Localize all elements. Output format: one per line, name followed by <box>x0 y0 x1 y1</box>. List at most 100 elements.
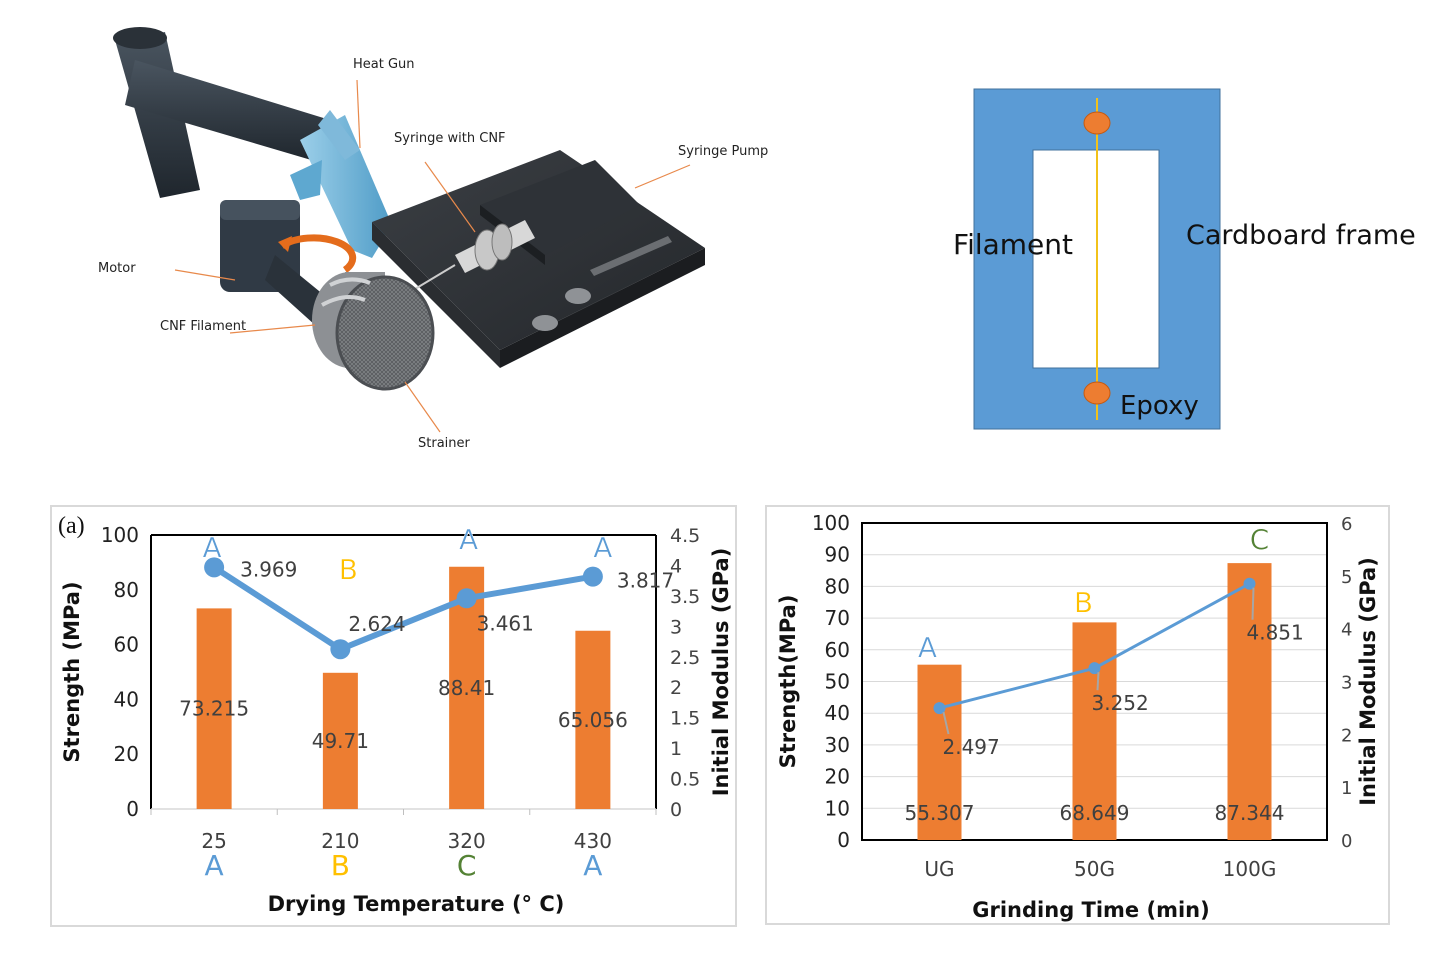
y-tick-label: 40 <box>114 687 139 711</box>
apparatus-drawing: Heat Gun Syringe with CNF Syringe Pump M… <box>98 27 768 451</box>
y-tick-label: 50 <box>825 670 850 694</box>
x-category-label: 100G <box>1223 857 1277 881</box>
frame-diagram: Filament Cardboard frame Epoxy <box>940 80 1420 440</box>
epoxy-label: Epoxy <box>1120 391 1199 421</box>
epoxy-top <box>1083 111 1111 135</box>
modulus-point <box>456 588 477 609</box>
syringe <box>409 220 535 293</box>
significance-letter: C <box>1250 523 1270 556</box>
chart-a: 0 20 40 60 80 100 0 0.5 1 1.5 2 2.5 3 3.5 4 4.5 73.215 49… <box>60 523 733 916</box>
y2-tick-label: 2 <box>670 677 682 699</box>
y2-tick-label: 2 <box>1341 725 1352 746</box>
modulus-point <box>933 702 946 715</box>
frame-drawing: Filament Cardboard frame Epoxy <box>953 88 1416 430</box>
epoxy-bottom <box>1083 381 1111 405</box>
y2-tick-label: 3 <box>670 616 682 638</box>
y-tick-label: 90 <box>825 543 850 567</box>
leader-line <box>942 711 950 735</box>
y2-tick-label: 4 <box>1341 620 1352 641</box>
y-tick-label: 100 <box>101 523 139 547</box>
y-tick-label: 70 <box>825 606 850 630</box>
y2-tick-label: 0 <box>670 799 682 821</box>
motor-label: Motor <box>98 261 136 276</box>
cnf-filament-label: CNF Filament <box>160 319 246 334</box>
heat-gun-label: Heat Gun <box>353 57 415 72</box>
line-value-label: 2.497 <box>943 735 1000 759</box>
y2-tick-label: 1.5 <box>670 708 700 730</box>
modulus-point <box>582 566 603 587</box>
panel-label: (a) <box>58 513 85 539</box>
x-axis-title: Grinding Time (min) <box>972 898 1209 922</box>
chart-a-panel: (a) 0 20 40 60 80 100 0 0.5 1 1.5 2 2.5 3 3.5 4 4.5 73.2… <box>50 505 737 927</box>
x-axis-title: Drying Temperature (° C) <box>268 892 565 916</box>
cardboard-frame-label: Cardboard frame <box>1186 220 1416 251</box>
bar <box>575 630 611 809</box>
y2-tick-label: 2.5 <box>670 647 700 669</box>
line-value-label: 3.461 <box>477 611 534 635</box>
y-tick-label: 60 <box>114 633 139 657</box>
y-tick-label: 60 <box>825 638 850 662</box>
apparatus-illustration: Heat Gun Syringe with CNF Syringe Pump M… <box>0 0 800 470</box>
significance-letter-bottom: C <box>457 849 477 882</box>
x-category-label: 210 <box>321 829 359 853</box>
stand-arm <box>113 27 330 198</box>
bar <box>196 608 232 809</box>
y-axis-title: Strength(MPa) <box>776 595 800 769</box>
y2-tick-label: 3 <box>1341 673 1352 694</box>
y-tick-label: 10 <box>825 796 850 820</box>
modulus-point <box>330 639 351 660</box>
bar-value-label: 68.649 <box>1060 801 1130 825</box>
strainer-label: Strainer <box>418 436 471 451</box>
line-value-label: 3.969 <box>240 557 297 581</box>
y2-tick-label: 1 <box>670 738 682 760</box>
y-tick-label: 80 <box>114 578 139 602</box>
y-tick-label: 100 <box>812 511 850 535</box>
bar <box>322 672 358 809</box>
x-category-label: 430 <box>574 829 612 853</box>
bar-value-label: 55.307 <box>905 801 975 825</box>
significance-letter: B <box>339 553 358 586</box>
filament-label: Filament <box>953 228 1073 261</box>
line-value-label: 3.252 <box>1092 691 1149 715</box>
y-tick-label: 80 <box>825 574 850 598</box>
x-category-label: 50G <box>1074 857 1115 881</box>
bar <box>917 664 962 840</box>
y-tick-label: 40 <box>825 701 850 725</box>
significance-letter: A <box>918 631 937 664</box>
y-axis-title: Strength (MPa) <box>60 581 84 762</box>
y2-tick-label: 0 <box>1341 831 1352 852</box>
line-value-label: 4.851 <box>1247 621 1304 645</box>
y2-axis-title: Initial Modulus (GPa) <box>709 548 733 797</box>
line-value-label: 2.624 <box>348 612 405 636</box>
y2-tick-label: 1 <box>1341 778 1352 799</box>
bar-value-label: 88.41 <box>438 676 495 700</box>
y2-tick-label: 4 <box>670 555 682 577</box>
leader-line <box>1251 587 1255 620</box>
x-category-label: UG <box>924 857 954 881</box>
y-tick-label: 20 <box>825 765 850 789</box>
syringe-pump-label: Syringe Pump <box>678 144 768 159</box>
annotation-arrows <box>174 79 691 433</box>
x-category-label: 25 <box>201 829 226 853</box>
y-tick-label: 0 <box>126 797 139 821</box>
y2-tick-label: 0.5 <box>670 769 700 791</box>
y2-tick-label: 5 <box>1341 567 1352 588</box>
line-value-label: 3.817 <box>617 569 674 593</box>
bar-value-label: 73.215 <box>179 697 249 721</box>
strainer-drum <box>312 272 435 391</box>
significance-letter-bottom: B <box>331 849 350 882</box>
bar-value-label: 87.344 <box>1215 801 1285 825</box>
y2-tick-label: 3.5 <box>670 586 700 608</box>
bar <box>1227 563 1272 840</box>
syringe-label: Syringe with CNF <box>394 131 506 146</box>
leader-line <box>1096 672 1100 691</box>
heat-gun <box>290 110 392 258</box>
significance-letter: B <box>1074 586 1093 619</box>
significance-letter-bottom: A <box>583 849 602 882</box>
y-tick-label: 30 <box>825 733 850 757</box>
significance-letter-bottom: A <box>205 849 224 882</box>
modulus-point <box>1243 577 1256 590</box>
bar-value-label: 65.056 <box>558 708 628 732</box>
significance-letter: A <box>203 531 222 564</box>
y-tick-label: 0 <box>837 828 850 852</box>
